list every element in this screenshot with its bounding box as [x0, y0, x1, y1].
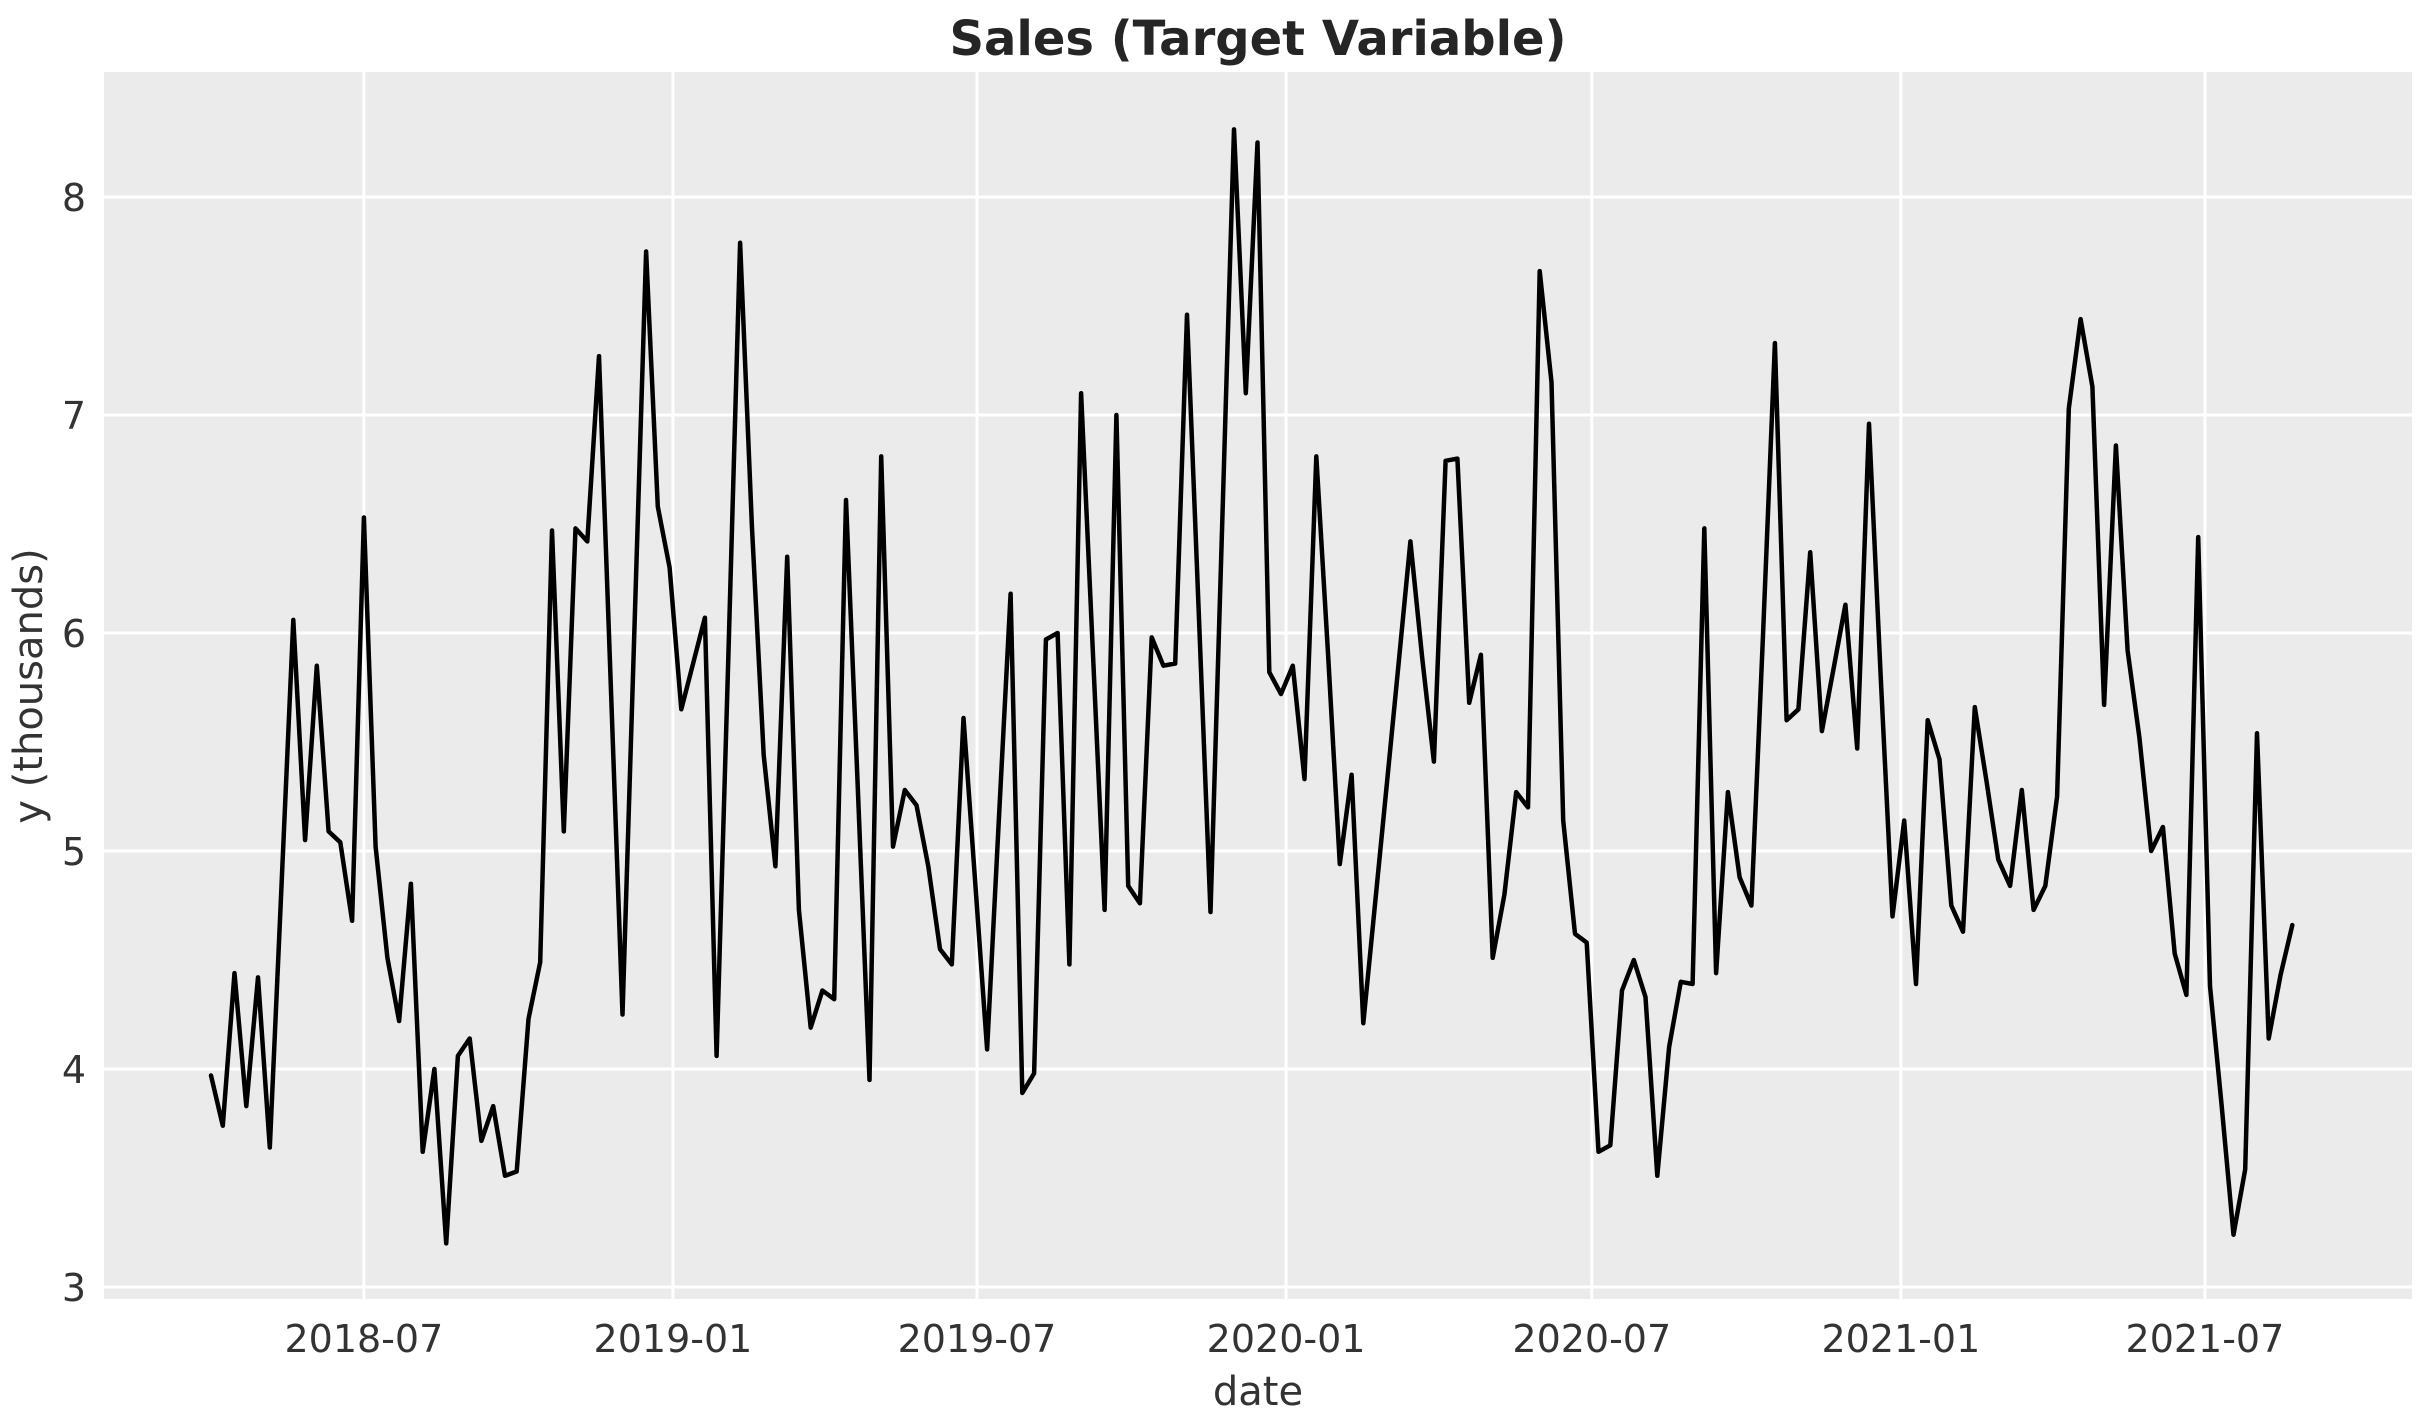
y-tick-label: 4	[62, 1048, 86, 1092]
y-tick-label: 8	[62, 176, 86, 220]
y-tick-label: 5	[62, 830, 86, 874]
y-tick-label: 3	[62, 1266, 86, 1310]
x-tick-label: 2021-01	[1821, 1317, 1980, 1361]
x-tick-label: 2020-07	[1512, 1317, 1671, 1361]
x-tick-label: 2021-07	[2126, 1317, 2285, 1361]
y-axis-tick-labels: 3 4 5 6 7 8	[62, 176, 86, 1310]
x-tick-label: 2019-01	[594, 1317, 753, 1361]
x-axis-tick-labels: 2018-07 2019-01 2019-07 2020-01 2020-07 2021-…	[284, 1317, 2284, 1361]
chart-title: Sales (Target Variable)	[949, 11, 1566, 67]
x-axis-label: date	[1213, 1369, 1303, 1415]
plot-area-background	[104, 72, 2412, 1299]
x-tick-label: 2018-07	[284, 1317, 443, 1361]
x-tick-label: 2020-01	[1207, 1317, 1366, 1361]
y-tick-label: 6	[62, 612, 86, 656]
y-tick-label: 7	[62, 394, 86, 438]
x-tick-label: 2019-07	[898, 1317, 1057, 1361]
sales-series-line	[208, 127, 2295, 1246]
y-axis-label: y (thousands)	[6, 548, 52, 823]
